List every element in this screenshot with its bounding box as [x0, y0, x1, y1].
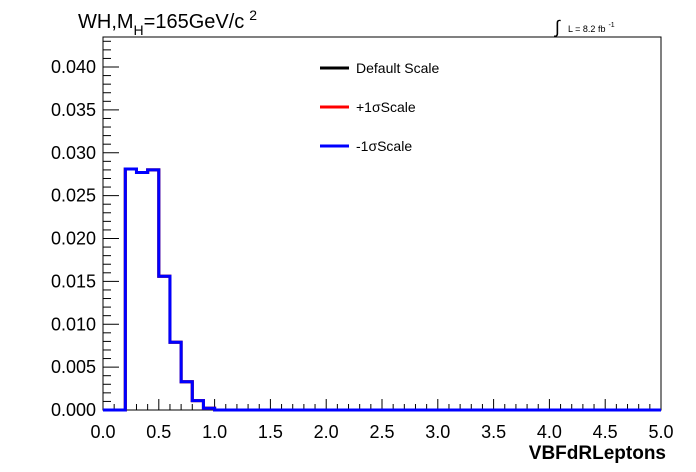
plot-frame — [102, 36, 662, 411]
luminosity-integral-symbol: ∫ — [553, 17, 561, 37]
chart-title-superscript: 2 — [249, 7, 257, 23]
series-line — [103, 167, 661, 412]
luminosity-superscript: -1 — [608, 22, 614, 29]
series-line — [103, 167, 661, 412]
y-tick-label: 0.010 — [51, 314, 96, 334]
legend-label: -1σScale — [356, 138, 412, 154]
y-tick-label: 0.025 — [51, 186, 96, 206]
y-tick-label: 0.040 — [51, 57, 96, 77]
chart-title-subscript: H — [134, 22, 144, 38]
x-tick-label: 4.0 — [537, 422, 562, 442]
x-tick-label: 3.0 — [425, 422, 450, 442]
y-tick-label: 0.005 — [51, 357, 96, 377]
chart-title: WH,MH=165GeV/c 2 — [78, 7, 257, 38]
x-tick-label: 0.0 — [90, 422, 115, 442]
chart-title-value: =165GeV/c — [144, 11, 245, 33]
chart-title-prefix: WH,M — [78, 11, 134, 33]
x-axis: 0.0 0.5 1.0 1.5 2.0 2.5 3.0 3.5 4.0 4.5 5.0 — [90, 399, 674, 442]
legend: Default Scale +1σScale -1σScale — [320, 60, 439, 154]
luminosity-text: L = 8.2 fb — [568, 24, 605, 34]
series-layer — [103, 167, 661, 412]
series-line — [103, 167, 661, 412]
legend-label: Default Scale — [356, 60, 439, 76]
y-tick-label: 0.015 — [51, 271, 96, 291]
y-axis: 0.000 0.005 0.010 0.015 0.020 0.025 0.030 0.035… — [51, 40, 119, 420]
y-tick-label: 0.000 — [51, 400, 96, 420]
x-axis-label: VBFdRLeptons — [529, 443, 666, 464]
y-tick-label: 0.035 — [51, 100, 96, 120]
x-tick-label: 4.5 — [593, 422, 618, 442]
x-tick-label: 3.5 — [481, 422, 506, 442]
x-tick-label: 1.0 — [202, 422, 227, 442]
x-tick-label: 2.0 — [314, 422, 339, 442]
legend-label: +1σScale — [356, 99, 416, 115]
x-tick-label: 0.5 — [146, 422, 171, 442]
x-tick-label: 2.5 — [369, 422, 394, 442]
luminosity-label: L = 8.2 fb -1 — [568, 22, 615, 34]
y-tick-label: 0.030 — [51, 143, 96, 163]
x-tick-label: 5.0 — [648, 422, 673, 442]
x-tick-label: 1.5 — [258, 422, 283, 442]
y-tick-label: 0.020 — [51, 229, 96, 249]
